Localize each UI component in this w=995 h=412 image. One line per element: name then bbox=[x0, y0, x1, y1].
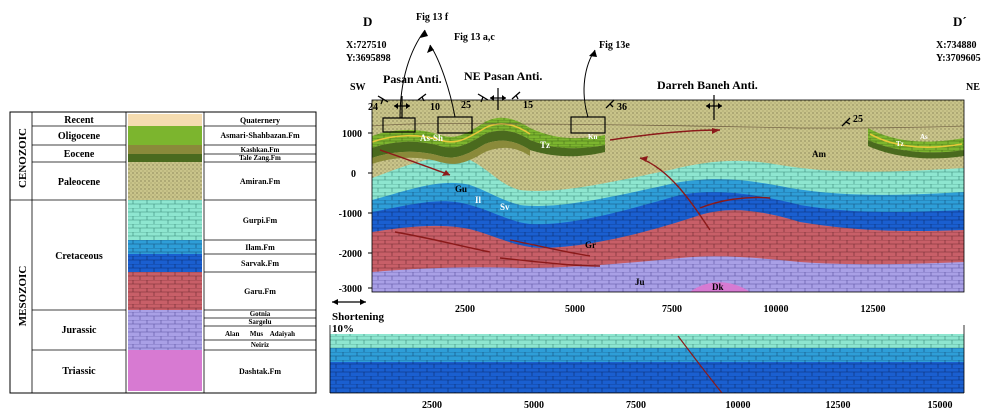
dip-value-25-right: 25 bbox=[853, 114, 863, 125]
period-jurassic: Jurassic bbox=[62, 325, 98, 336]
depth-tick-minus3000: -3000 bbox=[339, 284, 362, 295]
outcrop-box-fig13f bbox=[382, 117, 416, 133]
distance-tick-12500: 12500 bbox=[861, 304, 886, 315]
end-y-coord: Y:3709605 bbox=[936, 53, 981, 64]
unit-label-dk: Dk bbox=[712, 282, 724, 292]
formation-kashkan: Kashkan.Fm bbox=[241, 146, 280, 154]
unit-label-kn: Kn bbox=[588, 133, 597, 141]
anticline-darreh-baneh-label: Darreh Baneh Anti. bbox=[657, 78, 758, 92]
stratigraphic-column: CENOZOIC MESOZOIC Recent Oligocene Eocen… bbox=[9, 111, 317, 394]
period-oligocene: Oligocene bbox=[58, 131, 101, 142]
restored-tick-10000: 10000 bbox=[726, 400, 751, 411]
formation-dashtak: Dashtak.Fm bbox=[239, 367, 281, 376]
depth-axis: 1000 0 -1000 -2000 -3000 bbox=[339, 129, 372, 295]
direction-sw: SW bbox=[350, 82, 366, 93]
anticline-pasan-label: Pasan Anti. bbox=[383, 72, 442, 86]
section-start-label: D bbox=[363, 14, 372, 29]
period-triassic: Triassic bbox=[62, 366, 96, 377]
unit-label-as-sh: As-Sh bbox=[420, 133, 443, 143]
unit-label-il: Il bbox=[475, 195, 482, 205]
start-x-coord: X:727510 bbox=[346, 40, 387, 51]
restored-tick-12500: 12500 bbox=[826, 400, 851, 411]
dip-value-15: 15 bbox=[523, 100, 533, 111]
formation-alan-mus-adaiyah: Alan Mus Adaiyah bbox=[225, 330, 295, 338]
depth-tick-0: 0 bbox=[351, 169, 356, 180]
restored-section: Shortening 10% 2500 5000 7500 10000 1250… bbox=[329, 299, 965, 411]
distance-axis: 2500 5000 7500 10000 12500 bbox=[455, 304, 886, 315]
dip-value-10: 10 bbox=[430, 102, 440, 113]
formation-sargelu: Sargelu bbox=[249, 318, 272, 326]
dip-value-36: 36 bbox=[617, 102, 627, 113]
period-recent: Recent bbox=[64, 115, 94, 126]
formation-ilam: Ilam.Fm bbox=[245, 243, 275, 252]
unit-label-am: Am bbox=[812, 149, 826, 159]
anticline-ne-pasan-label: NE Pasan Anti. bbox=[464, 69, 542, 83]
shortening-value: 10% bbox=[332, 323, 354, 335]
unit-label-tz-right: Tz bbox=[896, 140, 904, 148]
unit-label-gr: Gr bbox=[585, 240, 596, 250]
dip-value-24: 24 bbox=[368, 102, 378, 113]
restored-tick-7500: 7500 bbox=[626, 400, 646, 411]
unit-label-gu: Gu bbox=[455, 184, 467, 194]
period-paleocene: Paleocene bbox=[58, 177, 101, 188]
depth-tick-minus1000: -1000 bbox=[339, 209, 362, 220]
formation-gotnia: Gotnia bbox=[250, 310, 271, 318]
fig-ref-13e: Fig 13e bbox=[599, 40, 630, 51]
unit-label-ju: Ju bbox=[635, 277, 645, 287]
era-cenozoic: CENOZOIC bbox=[17, 128, 29, 188]
end-x-coord: X:734880 bbox=[936, 40, 977, 51]
distance-tick-10000: 10000 bbox=[764, 304, 789, 315]
formation-garu: Garu.Fm bbox=[244, 287, 276, 296]
period-cretaceous: Cretaceous bbox=[55, 251, 103, 262]
fig-ref-13ac: Fig 13 a,c bbox=[454, 32, 495, 43]
period-eocene: Eocene bbox=[64, 149, 95, 160]
direction-ne: NE bbox=[966, 82, 980, 93]
fault-lines bbox=[379, 129, 771, 267]
era-mesozoic: MESOZOIC bbox=[17, 266, 29, 327]
cross-section: 1000 0 -1000 -2000 -3000 2500 5000 7500 … bbox=[339, 12, 981, 315]
unit-label-tz: Tz bbox=[540, 140, 550, 150]
section-end-label: D´ bbox=[953, 14, 967, 29]
restored-tick-2500: 2500 bbox=[422, 400, 442, 411]
restored-tick-5000: 5000 bbox=[524, 400, 544, 411]
distance-tick-2500: 2500 bbox=[455, 304, 475, 315]
shortening-label: Shortening bbox=[332, 311, 384, 323]
formation-sarvak: Sarvak.Fm bbox=[241, 259, 279, 268]
depth-tick-1000: 1000 bbox=[342, 129, 362, 140]
formation-asmari: Asmari-Shahbazan.Fm bbox=[220, 131, 300, 140]
dip-value-25: 25 bbox=[461, 100, 471, 111]
depth-tick-minus2000: -2000 bbox=[339, 249, 362, 260]
formation-talezang: Tale Zang.Fm bbox=[239, 154, 281, 162]
unit-label-as-right: As bbox=[920, 133, 928, 141]
formation-amiran: Amiran.Fm bbox=[240, 177, 281, 186]
distance-tick-5000: 5000 bbox=[565, 304, 585, 315]
distance-tick-7500: 7500 bbox=[662, 304, 682, 315]
formation-quaternery: Quaternery bbox=[240, 116, 280, 125]
unit-label-sv: Sv bbox=[500, 202, 510, 212]
fig-ref-13f: Fig 13 f bbox=[416, 12, 449, 23]
start-y-coord: Y:3695898 bbox=[346, 53, 391, 64]
restored-tick-15000: 15000 bbox=[928, 400, 953, 411]
formation-gurpi: Gurpi.Fm bbox=[243, 216, 278, 225]
formation-neiriz: Neiriz bbox=[251, 341, 269, 349]
